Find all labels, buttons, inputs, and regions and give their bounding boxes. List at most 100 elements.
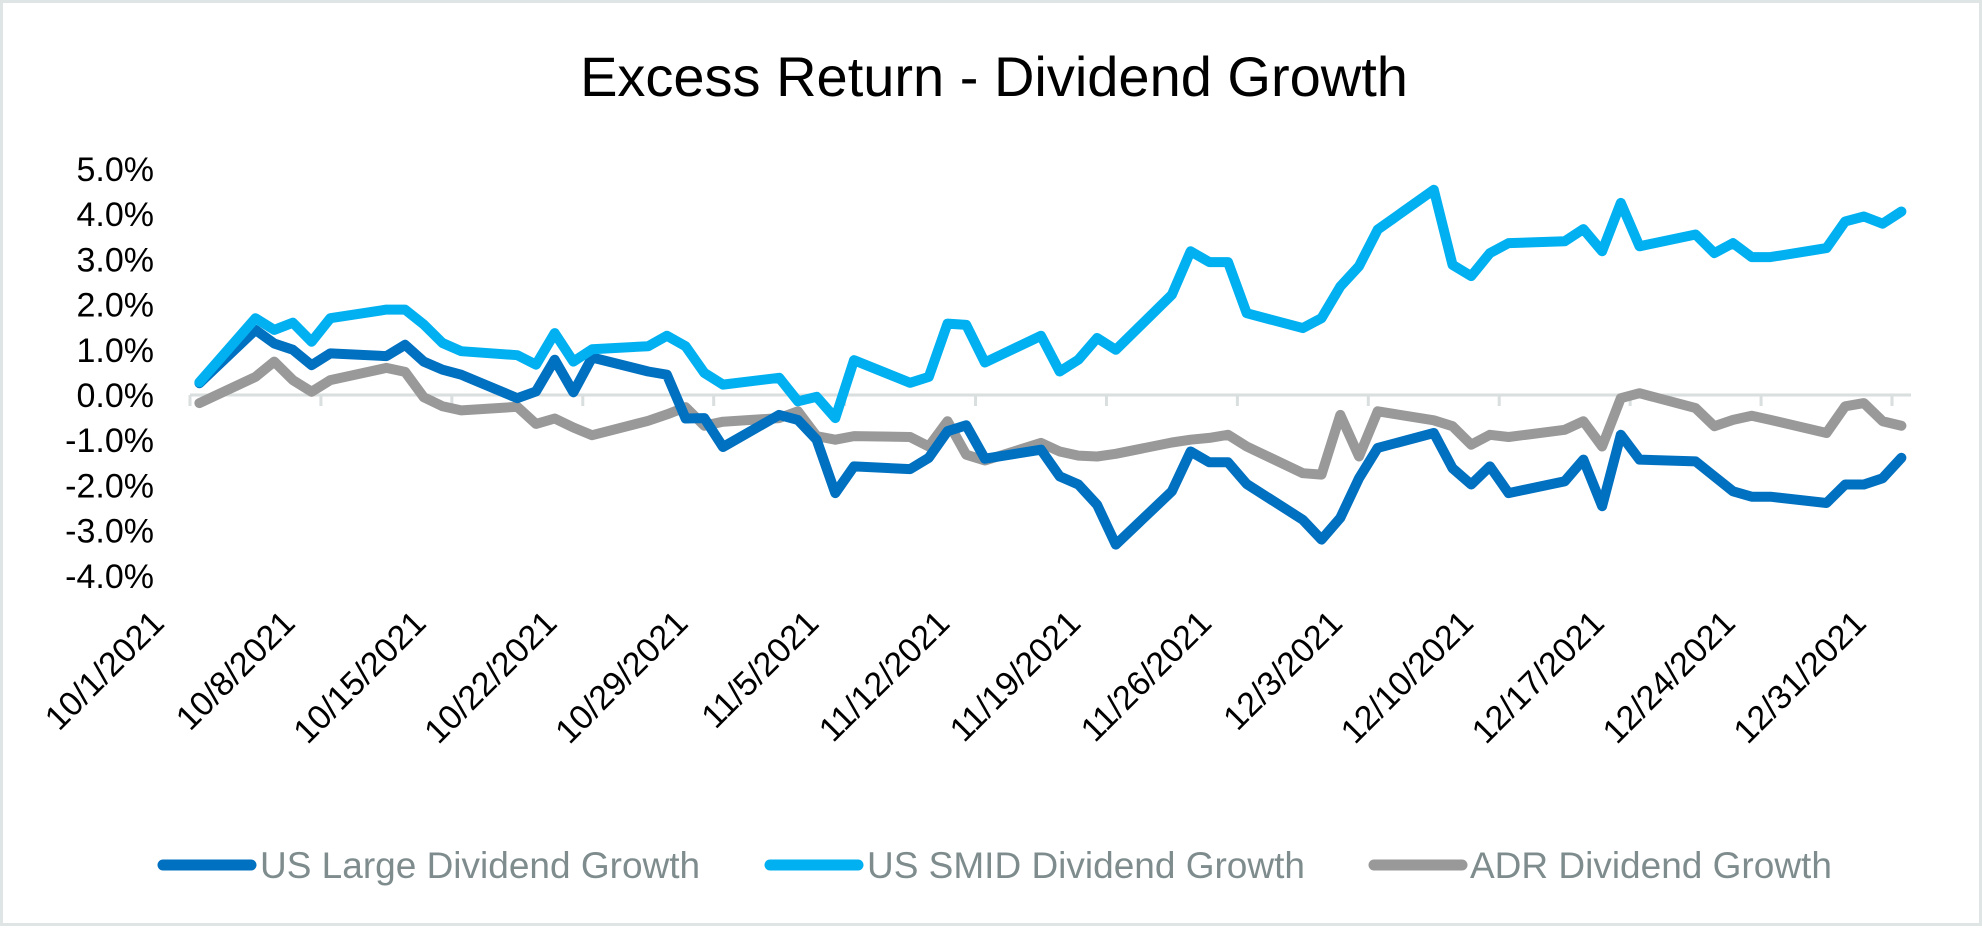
data-point xyxy=(1466,480,1476,490)
x-tick-label: 11/19/2021 xyxy=(943,604,1088,749)
data-point xyxy=(1560,476,1570,486)
data-point xyxy=(325,348,335,358)
data-point xyxy=(1709,421,1719,431)
data-point xyxy=(1186,447,1196,457)
data-point xyxy=(1298,323,1308,333)
x-tick-label: 11/5/2021 xyxy=(694,604,826,736)
legend-item[interactable]: US Large Dividend Growth xyxy=(157,845,700,886)
data-point xyxy=(1691,403,1701,413)
data-point xyxy=(587,430,597,440)
data-point xyxy=(568,423,578,433)
x-tick-label: 12/10/2021 xyxy=(1334,604,1481,751)
y-axis: 5.0% 4.0% 3.0% 2.0% 1.0% 0.0% -1.0% -2.0% -3.0% -… xyxy=(65,151,154,596)
data-point xyxy=(325,313,335,323)
data-point xyxy=(381,363,391,373)
data-point xyxy=(269,325,279,335)
data-point xyxy=(1335,513,1345,523)
data-point xyxy=(961,450,971,460)
data-point xyxy=(1242,308,1252,318)
y-tick-label: 1.0% xyxy=(77,332,155,370)
data-point xyxy=(1616,430,1626,440)
data-point xyxy=(400,305,410,315)
data-point xyxy=(643,341,653,351)
data-point xyxy=(1765,415,1775,425)
data-point xyxy=(924,372,934,382)
data-point xyxy=(1167,486,1177,496)
data-point xyxy=(1747,411,1757,421)
x-tick-label: 11/12/2021 xyxy=(812,604,957,749)
data-point xyxy=(251,372,261,382)
y-tick-label: 5.0% xyxy=(77,151,155,189)
data-point xyxy=(849,461,859,471)
data-point xyxy=(1691,230,1701,240)
data-point xyxy=(1073,480,1083,490)
data-point xyxy=(419,357,429,367)
series-layer xyxy=(194,184,1907,550)
data-point xyxy=(1373,406,1383,416)
data-point xyxy=(1055,447,1065,457)
data-point xyxy=(419,392,429,402)
data-point xyxy=(307,337,317,347)
data-point xyxy=(1504,432,1514,442)
data-point xyxy=(662,331,672,341)
data-point xyxy=(699,421,709,431)
x-tick-label: 12/3/2021 xyxy=(1216,604,1350,738)
data-point xyxy=(1485,430,1495,440)
data-point xyxy=(830,435,840,445)
x-tick-label: 10/8/2021 xyxy=(169,604,303,738)
data-point xyxy=(718,380,728,390)
x-tick-label: 10/15/2021 xyxy=(286,604,433,751)
data-point xyxy=(774,373,784,383)
data-point xyxy=(381,305,391,315)
data-point xyxy=(1073,355,1083,365)
legend: US Large Dividend Growth US SMID Dividend… xyxy=(157,845,1832,886)
data-point xyxy=(251,325,261,335)
data-point xyxy=(943,319,953,329)
data-point xyxy=(550,355,560,365)
data-point xyxy=(1223,257,1233,267)
data-point xyxy=(456,346,466,356)
data-point xyxy=(812,431,822,441)
x-tick-label: 12/24/2021 xyxy=(1596,604,1743,751)
data-point xyxy=(1298,515,1308,525)
data-point xyxy=(288,318,298,328)
data-point xyxy=(587,344,597,354)
data-point xyxy=(1765,492,1775,502)
data-point xyxy=(1504,238,1514,248)
data-point xyxy=(1878,219,1888,229)
data-point xyxy=(512,350,522,360)
data-point xyxy=(1747,492,1757,502)
data-point xyxy=(924,453,934,463)
y-tick-label: 4.0% xyxy=(77,196,155,234)
data-point xyxy=(1616,393,1626,403)
legend-item[interactable]: ADR Dividend Growth xyxy=(1368,845,1832,886)
data-point xyxy=(662,370,672,380)
data-point xyxy=(980,358,990,368)
data-point xyxy=(456,370,466,380)
data-point xyxy=(1578,224,1588,234)
data-point xyxy=(1896,453,1906,463)
legend-item[interactable]: US SMID Dividend Growth xyxy=(764,845,1305,886)
data-point xyxy=(531,386,541,396)
data-point xyxy=(1709,248,1719,258)
data-point xyxy=(812,392,822,402)
data-point xyxy=(1167,290,1177,300)
line-chart: Excess Return - Dividend Growth 5.0% 4.0%… xyxy=(38,45,1911,886)
y-tick-label: 0.0% xyxy=(77,377,155,415)
data-point xyxy=(1859,480,1869,490)
data-point xyxy=(643,416,653,426)
data-point xyxy=(1466,440,1476,450)
chart-title: Excess Return - Dividend Growth xyxy=(580,45,1408,108)
data-point xyxy=(1223,457,1233,467)
data-point xyxy=(849,431,859,441)
data-point xyxy=(1822,428,1832,438)
data-point xyxy=(1747,252,1757,262)
data-point xyxy=(194,398,204,408)
data-point xyxy=(1242,479,1252,489)
y-tick-label: -2.0% xyxy=(65,467,154,505)
y-tick-label: 3.0% xyxy=(77,241,155,279)
legend-label: US SMID Dividend Growth xyxy=(867,845,1305,886)
data-point xyxy=(1859,398,1869,408)
data-point xyxy=(1298,468,1308,478)
data-point xyxy=(1111,345,1121,355)
